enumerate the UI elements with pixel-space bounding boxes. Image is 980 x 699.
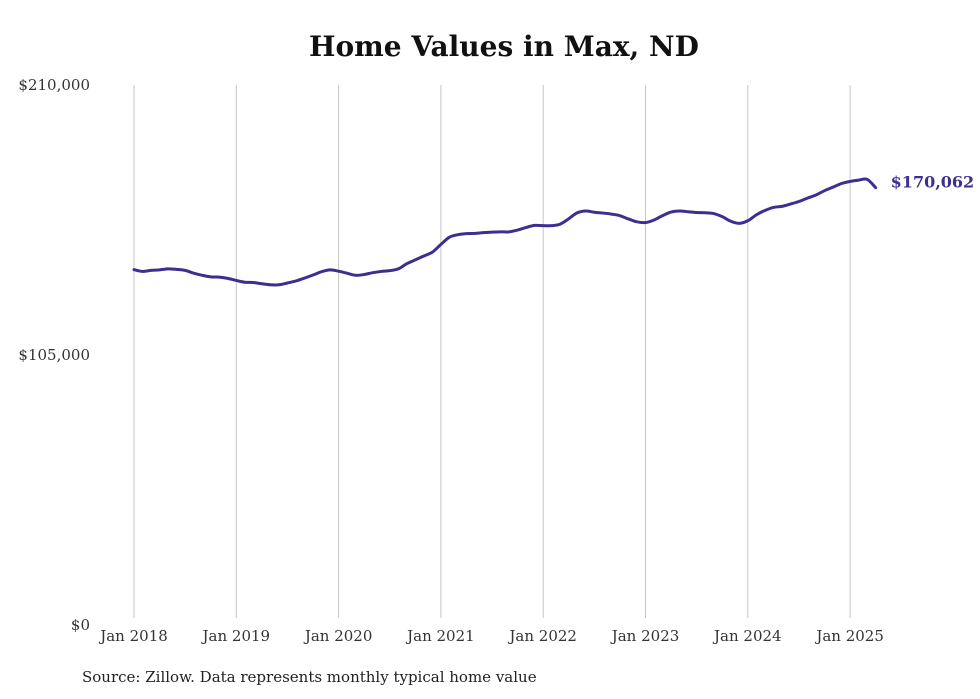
- x-tick-label: Jan 2024: [712, 627, 782, 645]
- y-tick-label: $0: [71, 616, 90, 634]
- chart-title: Home Values in Max, ND: [309, 30, 699, 63]
- series-line: [132, 177, 878, 287]
- y-tick-label: $105,000: [18, 346, 90, 364]
- x-tick-label: Jan 2021: [405, 627, 475, 645]
- x-tick-label: Jan 2022: [507, 627, 577, 645]
- end-value-label: $170,062: [891, 173, 975, 192]
- x-tick-label: Jan 2025: [814, 627, 884, 645]
- x-tick-label: Jan 2018: [98, 627, 168, 645]
- end-value-label-group: $170,062: [891, 173, 975, 192]
- y-tick-label: $210,000: [18, 76, 90, 94]
- x-tick-label: Jan 2019: [201, 627, 271, 645]
- series-group: [132, 177, 878, 287]
- x-tick-label: Jan 2023: [610, 627, 680, 645]
- gridlines: [133, 85, 851, 618]
- x-tick-label: Jan 2020: [303, 627, 373, 645]
- x-axis-labels: Jan 2018 Jan 2019 Jan 2020 Jan 2021 Jan 2022…: [98, 627, 884, 645]
- source-note: Source: Zillow. Data represents monthly …: [82, 668, 537, 686]
- y-axis-labels: $0 $105,000 $210,000: [18, 76, 90, 634]
